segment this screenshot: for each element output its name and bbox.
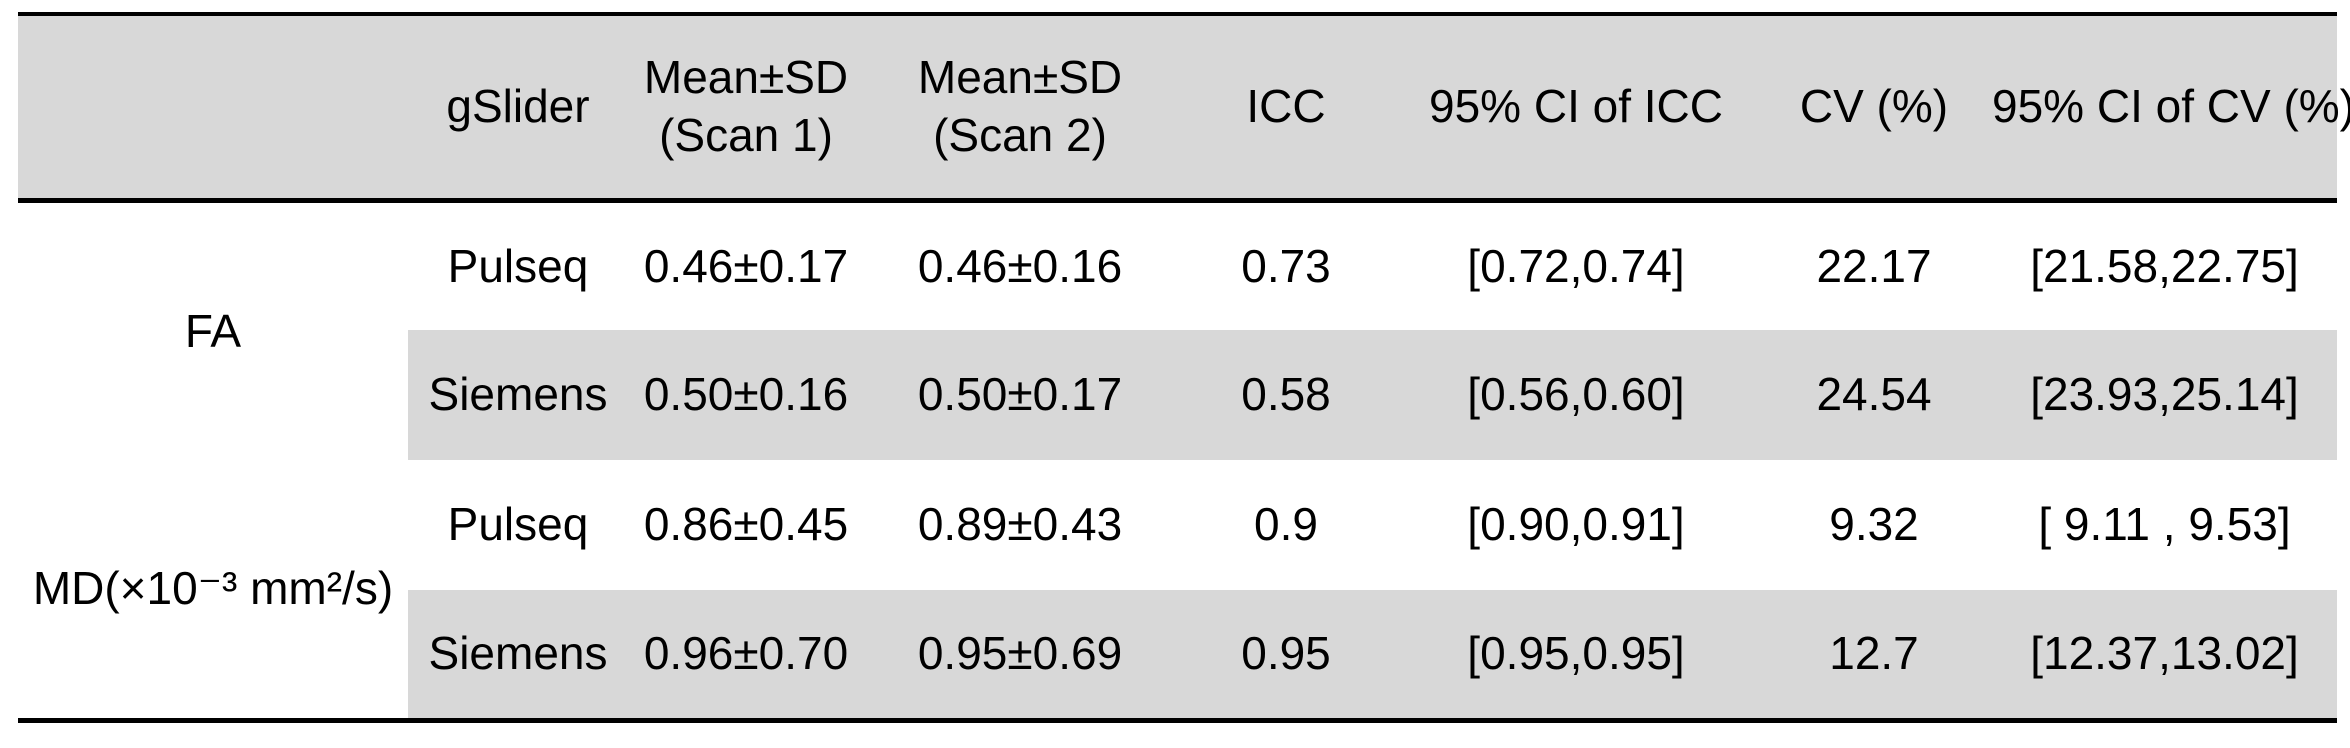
icc-cell: 0.73 [1241, 239, 1331, 292]
scan1-cell: 0.46±0.17 [643, 239, 849, 292]
gslider-cell: Siemens [408, 330, 628, 460]
gslider-cell: Siemens [408, 590, 628, 720]
ci-icc-cell: [0.72,0.74] [1467, 239, 1685, 292]
metric-cell-md: MD(×10⁻³ mm²/s) [18, 460, 408, 720]
header-ci-of-icc: 95% CI of ICC [1396, 14, 1756, 203]
table-row-md-pulseq: MD(×10⁻³ mm²/s) Pulseq 0.86±0.45 0.89±0.… [18, 460, 2337, 720]
icc-cell: 0.9 [1254, 498, 1318, 551]
ci-cv-cell: [23.93,25.14] [1992, 330, 2337, 460]
ci-cv-cell: [ 9.11 , 9.53] [2038, 498, 2291, 551]
icc-cell: 0.58 [1176, 330, 1396, 460]
cv-cell: 12.7 [1756, 590, 1992, 720]
metric-cell-fa: FA [18, 200, 408, 460]
header-ci-of-cv: 95% CI of CV (%) [1992, 14, 2350, 203]
icc-cell: 0.95 [1176, 590, 1396, 720]
header-mean-sd-scan2: Mean±SD (Scan 2) [864, 14, 1176, 203]
scan2-cell: 0.46±0.16 [917, 239, 1123, 292]
gslider-cell: Pulseq [447, 498, 589, 551]
ci-icc-cell: [0.95,0.95] [1396, 590, 1756, 720]
header-metric-blank [18, 14, 408, 203]
gslider-cell: Pulseq [447, 239, 589, 292]
cv-cell: 24.54 [1756, 330, 1992, 460]
scan1-cell: 0.96±0.70 [628, 590, 864, 720]
header-mean-sd-scan1: Mean±SD (Scan 1) [628, 14, 864, 203]
cv-cell: 22.17 [1816, 239, 1932, 292]
header-mean-sd-scan2-line1: Mean±SD [917, 51, 1123, 104]
scan1-cell: 0.50±0.16 [628, 330, 864, 460]
ci-cv-cell: [21.58,22.75] [2030, 239, 2299, 292]
scan2-cell: 0.50±0.17 [864, 330, 1176, 460]
header-mean-sd-scan1-line2: (Scan 1) [659, 108, 833, 161]
table-row-fa-siemens: Siemens 0.50±0.16 0.50±0.17 0.58 [0.56,0… [18, 330, 2337, 460]
ci-icc-cell: [0.56,0.60] [1396, 330, 1756, 460]
cv-cell: 9.32 [1829, 498, 1919, 551]
table-row-md-siemens: Siemens 0.96±0.70 0.95±0.69 0.95 [0.95,0… [18, 590, 2337, 720]
header-icc: ICC [1176, 14, 1396, 203]
reproducibility-table: gSlider Mean±SD (Scan 1) Mean±SD (Scan 2… [18, 12, 2350, 723]
header-mean-sd-scan1-line1: Mean±SD [643, 51, 849, 104]
scan2-cell: 0.95±0.69 [864, 590, 1176, 720]
scan1-cell: 0.86±0.45 [643, 498, 849, 551]
header-gslider: gSlider [408, 14, 628, 203]
header-row: gSlider Mean±SD (Scan 1) Mean±SD (Scan 2… [18, 14, 2350, 203]
ci-icc-cell: [0.90,0.91] [1467, 498, 1685, 551]
header-mean-sd-scan2-line2: (Scan 2) [933, 108, 1107, 161]
table-row-fa-pulseq: FA Pulseq 0.46±0.17 0.46±0.16 0.73 [0.72… [18, 200, 2337, 460]
header-cv: CV (%) [1756, 14, 1992, 203]
scan2-cell: 0.89±0.43 [917, 498, 1123, 551]
ci-cv-cell: [12.37,13.02] [1992, 590, 2337, 720]
